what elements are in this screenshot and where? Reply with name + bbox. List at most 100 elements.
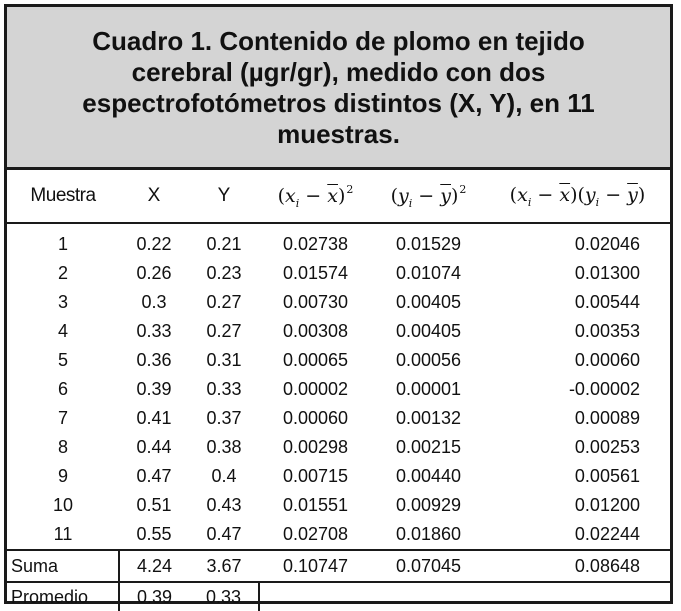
cell-muestra: 10	[52, 495, 74, 515]
cell-y: 0.4	[211, 466, 237, 486]
header-row: Muestra X Y (xi − x)2 (yi − y)2 (xi − x)…	[7, 170, 670, 224]
cell-dxy: 0.02046	[574, 234, 640, 254]
header-dxy: (xi − x)(yi − y)	[485, 170, 670, 224]
cell-dx2: 0.01551	[282, 495, 349, 515]
cell-muestra: 4	[57, 321, 68, 341]
cell-dy2: 0.00215	[395, 437, 462, 457]
cell-dxy: 0.00060	[574, 350, 640, 370]
cell-dx2: 0.00298	[282, 437, 349, 457]
cell-dxy: 0.00253	[574, 437, 640, 457]
cell-muestra: 9	[57, 466, 68, 486]
avg-empty-cell	[259, 581, 372, 611]
cell-dxy: 0.00089	[574, 408, 640, 428]
avg-x: 0.39	[119, 581, 189, 611]
cell-dy2: 0.00440	[395, 466, 462, 486]
cell-dxy: 0.00353	[574, 321, 640, 341]
cell-y: 0.47	[206, 524, 242, 544]
cell-dxy: 0.00561	[574, 466, 640, 486]
table-row: 4 0.33 0.27 0.00308 0.00405 0.00353	[7, 317, 670, 346]
cell-y: 0.27	[206, 321, 242, 341]
avg-label: Promedio	[7, 581, 120, 611]
cell-dy2: 0.00929	[395, 495, 462, 515]
cell-dx2: 0.00308	[282, 321, 349, 341]
sum-dxy: 0.08648	[485, 549, 670, 582]
table-body: 1 0.22 0.21 0.02738 0.01529 0.02046 2 0.26 0.23 0…	[7, 223, 670, 550]
cell-x: 0.41	[136, 408, 172, 428]
table-row: 2 0.26 0.23 0.01574 0.01074 0.01300	[7, 259, 670, 288]
avg-empty-cell	[485, 581, 670, 611]
cell-muestra: 8	[57, 437, 68, 457]
cell-y: 0.38	[206, 437, 242, 457]
sum-row: Suma 4.24 3.67 0.10747 0.07045 0.08648	[7, 549, 670, 582]
cell-dy2: 0.00405	[395, 292, 462, 312]
cell-dxy: 0.00544	[574, 292, 640, 312]
cell-muestra: 3	[57, 292, 68, 312]
sum-dy2: 0.07045	[372, 549, 485, 582]
cell-dy2: 0.00132	[395, 408, 462, 428]
cell-y: 0.27	[206, 292, 242, 312]
header-y: Y	[189, 170, 259, 224]
cell-x: 0.26	[136, 263, 172, 283]
cell-dxy: 0.01200	[574, 495, 640, 515]
cell-x: 0.36	[136, 350, 172, 370]
cell-x: 0.44	[136, 437, 172, 457]
cell-y: 0.37	[206, 408, 242, 428]
cell-dx2: 0.02738	[282, 234, 349, 254]
cell-dxy: 0.02244	[574, 524, 640, 544]
cell-dy2: 0.01074	[395, 263, 462, 283]
cell-dy2: 0.00056	[395, 350, 462, 370]
header-muestra: Muestra	[7, 170, 119, 224]
avg-row: Promedio 0.39 0.33	[7, 581, 670, 611]
table-row: 11 0.55 0.47 0.02708 0.01860 0.02244	[7, 520, 670, 550]
header-x: X	[119, 170, 189, 224]
table-row: 5 0.36 0.31 0.00065 0.00056 0.00060	[7, 346, 670, 375]
cell-y: 0.43	[206, 495, 242, 515]
cell-dy2: 0.01860	[395, 524, 462, 544]
cell-dxy: 0.01300	[574, 263, 640, 283]
cell-dy2: 0.00405	[395, 321, 462, 341]
table-row: 1 0.22 0.21 0.02738 0.01529 0.02046	[7, 223, 670, 259]
table-row: 10 0.51 0.43 0.01551 0.00929 0.01200	[7, 491, 670, 520]
cell-dx2: 0.00060	[282, 408, 349, 428]
cell-x: 0.22	[136, 234, 172, 254]
cell-muestra: 11	[53, 524, 73, 544]
cell-dx2: 0.00730	[282, 292, 349, 312]
cell-muestra: 6	[57, 379, 68, 399]
data-table: Muestra X Y (xi − x)2 (yi − y)2 (xi − x)…	[7, 170, 670, 611]
table-row: 8 0.44 0.38 0.00298 0.00215 0.00253	[7, 433, 670, 462]
cell-y: 0.21	[206, 234, 242, 254]
cell-dy2: 0.00001	[395, 379, 462, 399]
cell-dxy: -0.00002	[568, 379, 640, 399]
table-row: 3 0.3 0.27 0.00730 0.00405 0.00544	[7, 288, 670, 317]
cell-muestra: 5	[57, 350, 68, 370]
cell-dx2: 0.02708	[282, 524, 349, 544]
cell-dx2: 0.00715	[282, 466, 349, 486]
cell-dx2: 0.00002	[282, 379, 349, 399]
avg-y: 0.33	[189, 581, 260, 611]
table-title: Cuadro 1. Contenido de plomo en tejido c…	[82, 26, 595, 149]
cell-x: 0.33	[136, 321, 172, 341]
cell-dy2: 0.01529	[395, 234, 462, 254]
cell-y: 0.33	[206, 379, 242, 399]
sum-dx2: 0.10747	[259, 549, 372, 582]
cell-muestra: 2	[57, 263, 68, 283]
sum-label: Suma	[7, 549, 120, 582]
table-frame: Cuadro 1. Contenido de plomo en tejido c…	[4, 4, 673, 611]
cell-x: 0.47	[136, 466, 172, 486]
cell-muestra: 7	[57, 408, 68, 428]
avg-empty-cell	[372, 581, 485, 611]
cell-dx2: 0.00065	[282, 350, 349, 370]
cell-x: 0.3	[141, 292, 167, 312]
cell-x: 0.39	[136, 379, 172, 399]
table-row: 9 0.47 0.4 0.00715 0.00440 0.00561	[7, 462, 670, 491]
header-dy2: (yi − y)2	[372, 170, 485, 224]
cell-y: 0.23	[206, 263, 242, 283]
table-title-box: Cuadro 1. Contenido de plomo en tejido c…	[7, 7, 670, 170]
table-row: 7 0.41 0.37 0.00060 0.00132 0.00089	[7, 404, 670, 433]
cell-muestra: 1	[57, 234, 68, 254]
cell-y: 0.31	[206, 350, 242, 370]
cell-dx2: 0.01574	[282, 263, 349, 283]
header-dx2: (xi − x)2	[259, 170, 372, 224]
table-row: 6 0.39 0.33 0.00002 0.00001 -0.00002	[7, 375, 670, 404]
sum-y: 3.67	[189, 549, 259, 582]
